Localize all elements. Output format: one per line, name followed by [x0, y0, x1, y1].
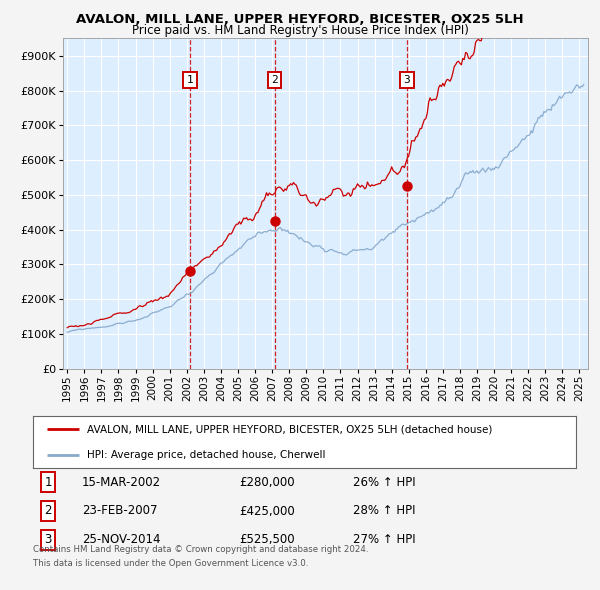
Text: 15-MAR-2002: 15-MAR-2002 — [82, 476, 161, 489]
Text: 23-FEB-2007: 23-FEB-2007 — [82, 504, 157, 517]
Text: 3: 3 — [404, 75, 410, 85]
Text: AVALON, MILL LANE, UPPER HEYFORD, BICESTER, OX25 5LH (detached house): AVALON, MILL LANE, UPPER HEYFORD, BICEST… — [88, 424, 493, 434]
Text: 28% ↑ HPI: 28% ↑ HPI — [353, 504, 416, 517]
Text: 27% ↑ HPI: 27% ↑ HPI — [353, 533, 416, 546]
Text: 1: 1 — [44, 476, 52, 489]
Text: Contains HM Land Registry data © Crown copyright and database right 2024.: Contains HM Land Registry data © Crown c… — [33, 545, 368, 554]
Text: 26% ↑ HPI: 26% ↑ HPI — [353, 476, 416, 489]
Text: This data is licensed under the Open Government Licence v3.0.: This data is licensed under the Open Gov… — [33, 559, 308, 568]
Text: 2: 2 — [44, 504, 52, 517]
Text: £425,000: £425,000 — [239, 504, 295, 517]
Text: 1: 1 — [187, 75, 194, 85]
Text: 2: 2 — [271, 75, 278, 85]
Text: £280,000: £280,000 — [239, 476, 295, 489]
Text: 25-NOV-2014: 25-NOV-2014 — [82, 533, 160, 546]
Text: £525,500: £525,500 — [239, 533, 295, 546]
Text: AVALON, MILL LANE, UPPER HEYFORD, BICESTER, OX25 5LH: AVALON, MILL LANE, UPPER HEYFORD, BICEST… — [76, 13, 524, 26]
Text: 3: 3 — [44, 533, 52, 546]
Text: HPI: Average price, detached house, Cherwell: HPI: Average price, detached house, Cher… — [88, 450, 326, 460]
Text: Price paid vs. HM Land Registry's House Price Index (HPI): Price paid vs. HM Land Registry's House … — [131, 24, 469, 37]
